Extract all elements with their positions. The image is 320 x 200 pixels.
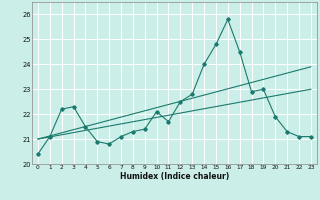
X-axis label: Humidex (Indice chaleur): Humidex (Indice chaleur): [120, 172, 229, 181]
